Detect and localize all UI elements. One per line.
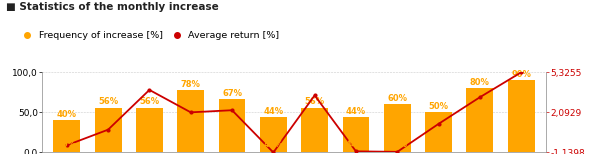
Bar [177, 90, 204, 152]
Text: 40%: 40% [57, 140, 77, 149]
Text: 44%: 44% [263, 140, 283, 149]
Bar [343, 117, 370, 152]
Text: 56%: 56% [305, 97, 325, 106]
Text: ■ Statistics of the monthly increase: ■ Statistics of the monthly increase [6, 2, 219, 12]
Text: 56%: 56% [139, 97, 160, 106]
Text: 50%: 50% [428, 140, 449, 149]
Bar [53, 120, 80, 152]
Bar [508, 80, 535, 152]
Text: 44%: 44% [263, 107, 283, 116]
Text: 78%: 78% [181, 80, 200, 89]
Bar [95, 108, 122, 152]
Bar [260, 117, 287, 152]
Text: 40%: 40% [57, 110, 77, 119]
Bar [425, 112, 452, 152]
Legend: Frequency of increase [%], Average return [%]: Frequency of increase [%], Average retur… [14, 27, 283, 44]
Bar [384, 104, 411, 152]
Text: 50%: 50% [428, 102, 449, 111]
Text: 90%: 90% [511, 70, 531, 79]
Text: 80%: 80% [470, 78, 490, 87]
Text: 56%: 56% [98, 97, 118, 106]
Text: 67%: 67% [222, 140, 242, 149]
Bar [218, 99, 245, 152]
Text: 78%: 78% [181, 140, 200, 149]
Text: 44%: 44% [346, 107, 366, 116]
Text: 56%: 56% [98, 140, 118, 149]
Text: 56%: 56% [139, 140, 160, 149]
Text: 56%: 56% [305, 140, 325, 149]
Bar [136, 108, 163, 152]
Text: 60%: 60% [387, 140, 407, 149]
Text: 80%: 80% [470, 140, 490, 149]
Text: 44%: 44% [346, 140, 366, 149]
Text: 67%: 67% [222, 89, 242, 98]
Text: 60%: 60% [387, 94, 407, 103]
Bar [466, 88, 493, 152]
Bar [301, 108, 328, 152]
Text: 90%: 90% [511, 140, 531, 149]
